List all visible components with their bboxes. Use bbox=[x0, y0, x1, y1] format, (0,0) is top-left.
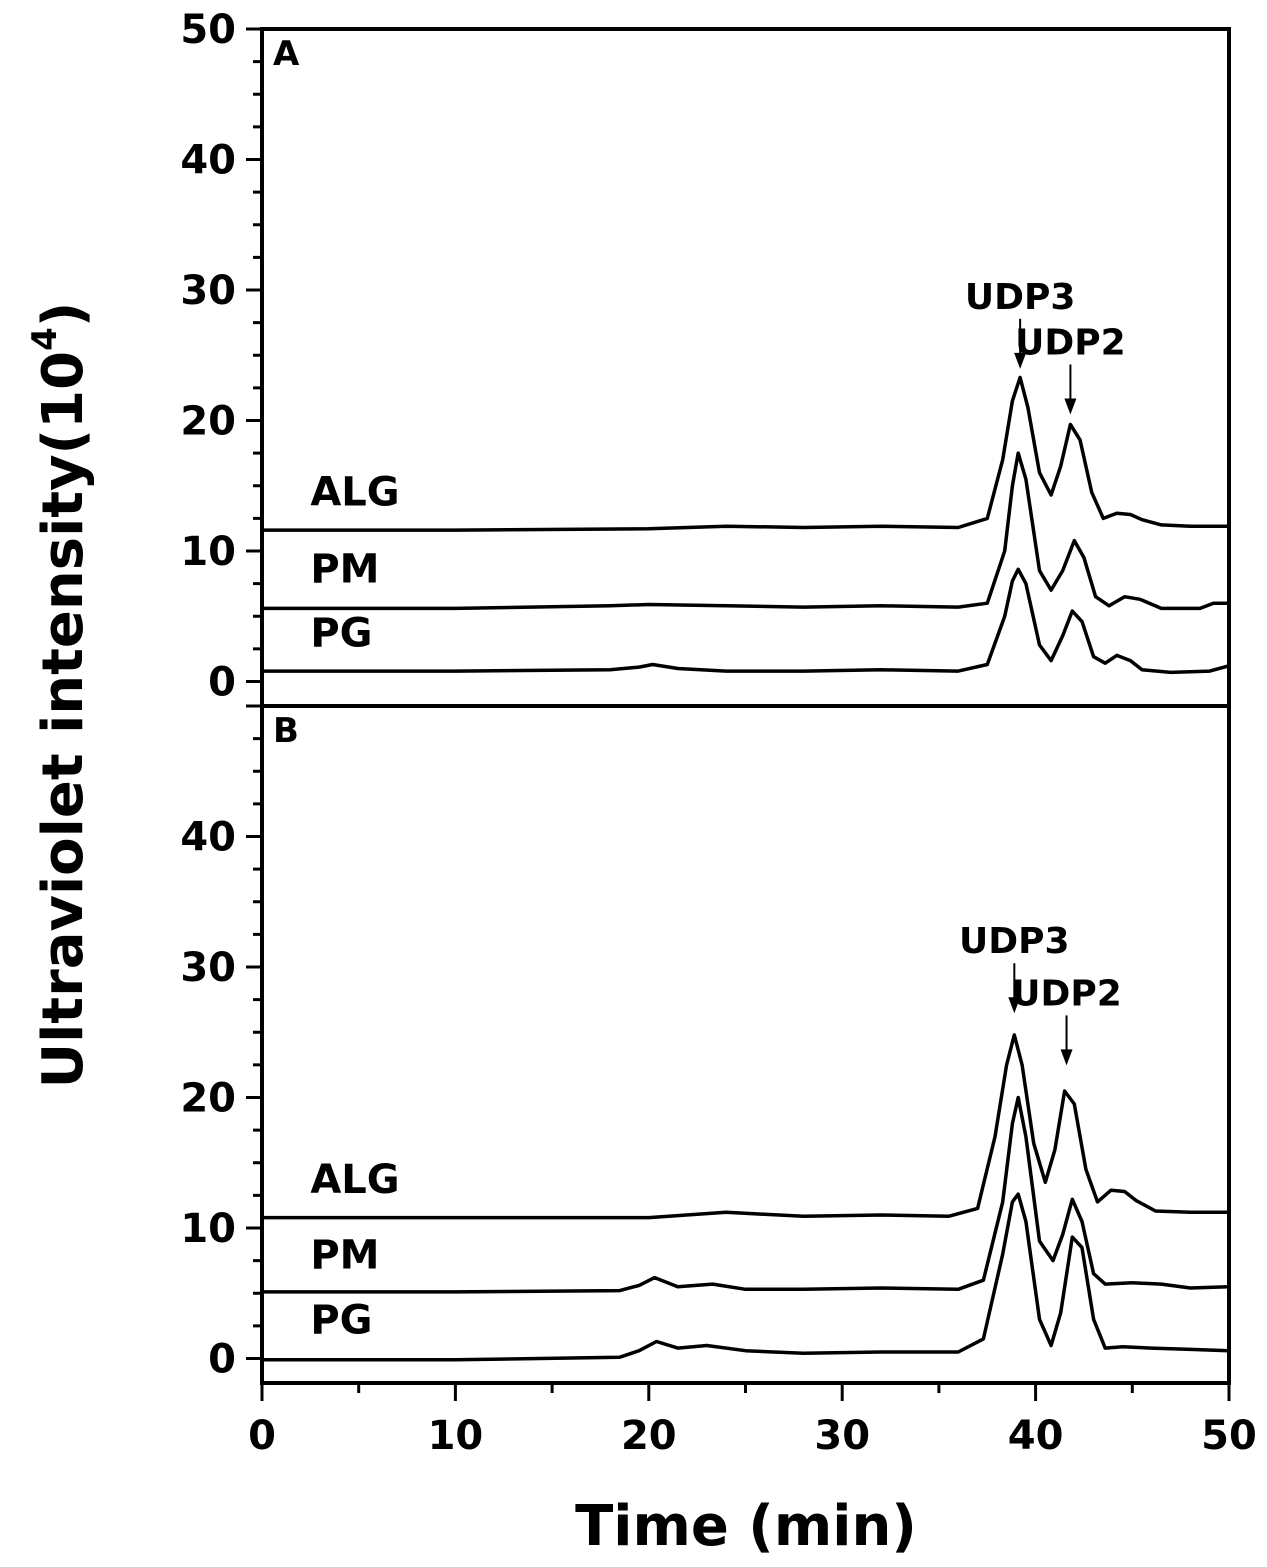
series-line-pm bbox=[262, 451, 1229, 611]
peak-arrow-head bbox=[1014, 352, 1027, 369]
y-axis-title: Ultraviolet intensity(104) bbox=[25, 302, 96, 1089]
y-axis-title-label: Ultraviolet intensity bbox=[31, 454, 96, 1088]
series-line-pg bbox=[262, 567, 1230, 675]
peak-arrow-head bbox=[1008, 997, 1021, 1014]
y-tick-label: 40 bbox=[180, 138, 236, 184]
panel-letter: A bbox=[273, 34, 300, 74]
y-tick-label: 10 bbox=[180, 1206, 236, 1252]
peak-label-udp3: UDP3 bbox=[959, 921, 1070, 962]
x-tick-label: 40 bbox=[1008, 1413, 1064, 1459]
peak-arrow-head bbox=[1064, 398, 1077, 415]
series-label-pm: PM bbox=[310, 546, 379, 592]
y-tick-label: 0 bbox=[208, 660, 236, 706]
x-tick-label: 20 bbox=[621, 1413, 677, 1459]
peak-label-udp2: UDP2 bbox=[1015, 323, 1126, 364]
panel-b: 0 10 20 30 40 B ALG PM PG UDP3 UDP2 bbox=[180, 704, 1231, 1385]
y-tick-label: 10 bbox=[180, 529, 236, 575]
y-tick-label: 40 bbox=[180, 815, 236, 861]
series-line-pm bbox=[262, 1095, 1230, 1294]
y-axis-title-unit-suffix: ) bbox=[31, 302, 96, 328]
y-tick-label: 30 bbox=[180, 268, 236, 314]
series-line-pg bbox=[262, 1192, 1230, 1362]
plot-frame bbox=[260, 704, 1231, 1385]
x-tick-label: 50 bbox=[1201, 1413, 1257, 1459]
series-label-alg: ALG bbox=[310, 1157, 399, 1203]
x-tick-label: 10 bbox=[428, 1413, 484, 1459]
y-tick-label: 50 bbox=[180, 7, 236, 53]
y-axis-title-unit-prefix: (10 bbox=[31, 351, 96, 455]
panel-letter: B bbox=[273, 711, 299, 751]
series-line-alg bbox=[262, 375, 1229, 532]
panel-a: 0 10 20 30 40 50 A ALG PM PG UDP3 UDP2 bbox=[180, 7, 1231, 708]
y-axis-title-unit-exp: 4 bbox=[25, 327, 65, 351]
peak-arrow-head bbox=[1060, 1049, 1073, 1066]
y-tick-label: 20 bbox=[180, 399, 236, 445]
peak-label-udp3: UDP3 bbox=[965, 277, 1076, 318]
series-label-pg: PG bbox=[310, 1298, 372, 1344]
y-tick-label: 0 bbox=[208, 1337, 236, 1383]
x-axis-title: Time (min) bbox=[575, 1494, 917, 1559]
series-label-pg: PG bbox=[310, 610, 372, 656]
series-line-alg bbox=[262, 1033, 1229, 1220]
x-tick-label: 0 bbox=[248, 1413, 276, 1459]
peak-label-udp2: UDP2 bbox=[1011, 973, 1122, 1014]
x-tick-label: 30 bbox=[814, 1413, 870, 1459]
y-tick-label: 30 bbox=[180, 945, 236, 991]
y-tick-label: 20 bbox=[180, 1076, 236, 1122]
x-axis: 0 10 20 30 40 50 bbox=[248, 1383, 1257, 1459]
series-label-pm: PM bbox=[310, 1232, 379, 1278]
series-label-alg: ALG bbox=[310, 469, 399, 515]
